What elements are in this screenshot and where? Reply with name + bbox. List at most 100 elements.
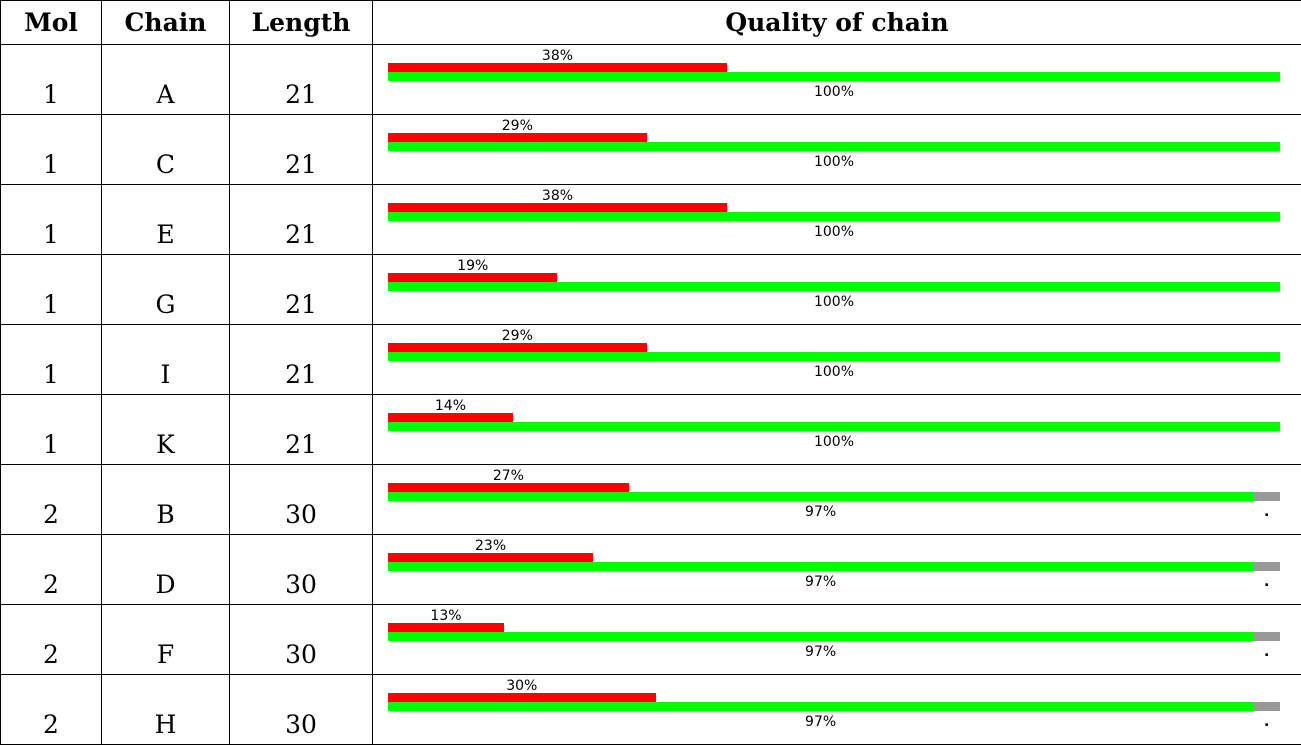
quality-bar-group: 23%. 97% <box>373 535 1301 600</box>
cell-length: 21 <box>230 255 373 325</box>
outlier-bar <box>388 203 727 212</box>
good-bar <box>388 352 1280 361</box>
cell-mol: 1 <box>1 45 102 115</box>
outlier-bar <box>388 133 647 142</box>
good-percent-label: 97% <box>805 715 836 729</box>
cell-mol: 2 <box>1 465 102 535</box>
cell-chain: A <box>102 45 230 115</box>
missing-marker-label: . <box>1264 505 1269 519</box>
missing-marker-label: . <box>1264 645 1269 659</box>
cell-chain: G <box>102 255 230 325</box>
cell-length: 30 <box>230 465 373 535</box>
outlier-bar <box>388 63 727 72</box>
cell-chain: D <box>102 535 230 605</box>
quality-bar-group: 38% 100% <box>373 45 1301 110</box>
outlier-bar <box>388 273 557 282</box>
outlier-bar <box>388 413 513 422</box>
good-bar <box>388 72 1280 81</box>
good-bar <box>388 492 1253 501</box>
cell-quality: 38% 100% <box>373 45 1301 115</box>
good-percent-label: 97% <box>805 505 836 519</box>
good-bar <box>388 212 1280 221</box>
good-percent-label: 100% <box>814 365 854 379</box>
cell-mol: 1 <box>1 185 102 255</box>
cell-mol: 1 <box>1 395 102 465</box>
cell-quality: 29%100% <box>373 325 1301 395</box>
outlier-percent-label: 14% <box>435 399 466 413</box>
cell-mol: 1 <box>1 325 102 395</box>
missing-marker-label: . <box>1264 575 1269 589</box>
cell-quality: 29% 100% <box>373 115 1301 185</box>
good-bar <box>388 632 1253 641</box>
cell-length: 21 <box>230 185 373 255</box>
cell-quality: 30%.97% <box>373 675 1301 745</box>
cell-length: 21 <box>230 395 373 465</box>
quality-bar-group: 30%.97% <box>373 675 1301 740</box>
header-length: Length <box>230 1 373 45</box>
outlier-percent-label: 29% <box>502 119 533 133</box>
header-mol: Mol <box>1 1 102 45</box>
missing-bar <box>1253 562 1280 571</box>
quality-bar-group: 14% 100% <box>373 395 1301 460</box>
cell-mol: 1 <box>1 255 102 325</box>
quality-bar-group: 29% 100% <box>373 115 1301 180</box>
good-bar <box>388 282 1280 291</box>
cell-mol: 2 <box>1 605 102 675</box>
cell-quality: 13%.97% <box>373 605 1301 675</box>
cell-quality: 14% 100% <box>373 395 1301 465</box>
good-percent-label: 100% <box>814 435 854 449</box>
outlier-percent-label: 23% <box>475 539 506 553</box>
outlier-percent-label: 19% <box>457 259 488 273</box>
cell-mol: 2 <box>1 535 102 605</box>
cell-chain: C <box>102 115 230 185</box>
cell-quality: 19% 100% <box>373 255 1301 325</box>
cell-quality: 23%. 97% <box>373 535 1301 605</box>
good-percent-label: 100% <box>814 85 854 99</box>
good-percent-label: 100% <box>814 225 854 239</box>
cell-length: 21 <box>230 115 373 185</box>
missing-marker-label: . <box>1264 715 1269 729</box>
good-bar <box>388 562 1253 571</box>
good-bar <box>388 142 1280 151</box>
cell-length: 30 <box>230 535 373 605</box>
outlier-bar <box>388 343 647 352</box>
quality-bar-group: 29%100% <box>373 325 1301 390</box>
cell-chain: K <box>102 395 230 465</box>
cell-mol: 2 <box>1 675 102 745</box>
header-chain: Chain <box>102 1 230 45</box>
cell-length: 21 <box>230 45 373 115</box>
cell-chain: F <box>102 605 230 675</box>
quality-bar-group: 19% 100% <box>373 255 1301 320</box>
quality-bar-group: 13%.97% <box>373 605 1301 670</box>
outlier-percent-label: 27% <box>493 469 524 483</box>
cell-length: 21 <box>230 325 373 395</box>
missing-bar <box>1253 632 1280 641</box>
header-row: Mol Chain Length Quality of chain <box>1 1 1301 45</box>
cell-chain: B <box>102 465 230 535</box>
outlier-bar <box>388 623 504 632</box>
outlier-percent-label: 38% <box>542 49 573 63</box>
quality-bar-group: 38%100% <box>373 185 1301 250</box>
missing-bar <box>1253 492 1280 501</box>
good-percent-label: 97% <box>805 575 836 589</box>
good-percent-label: 100% <box>814 295 854 309</box>
outlier-bar <box>388 553 593 562</box>
outlier-bar <box>388 693 656 702</box>
cell-length: 30 <box>230 675 373 745</box>
cell-chain: I <box>102 325 230 395</box>
cell-quality: 27%. 97% <box>373 465 1301 535</box>
quality-bar-group: 27%. 97% <box>373 465 1301 530</box>
outlier-bar <box>388 483 629 492</box>
good-percent-label: 97% <box>805 645 836 659</box>
good-percent-label: 100% <box>814 155 854 169</box>
